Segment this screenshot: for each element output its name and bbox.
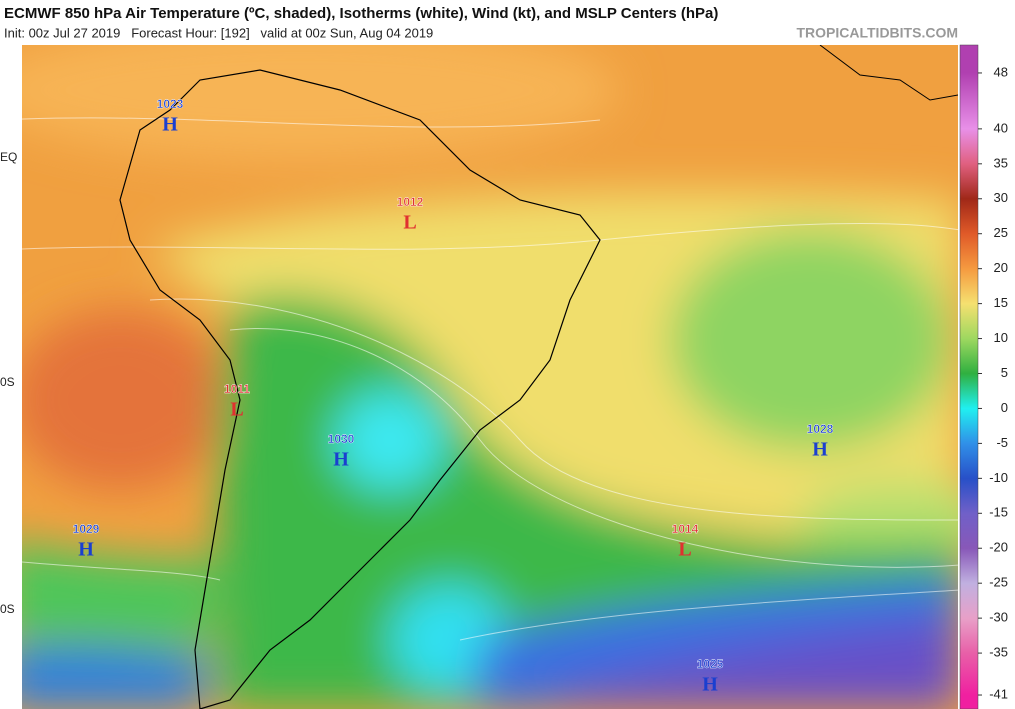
pressure-center-letter: L <box>678 539 691 561</box>
pressure-center-letter: H <box>333 449 349 471</box>
colorbar-tick-label: 25 <box>994 225 1008 240</box>
colorbar-tick-label: 20 <box>994 260 1008 275</box>
site-credit: TROPICALTIDBITS.COM <box>796 25 958 41</box>
pressure-center-letter: H <box>702 674 718 696</box>
pressure-center-letter: L <box>230 399 243 421</box>
pressure-value: 1025 <box>697 657 724 671</box>
colorbar-tick-label: 48 <box>994 64 1008 79</box>
pressure-value: 1014 <box>672 522 699 536</box>
colorbar-scale <box>959 44 979 709</box>
colorbar-tick-label: 40 <box>994 120 1008 135</box>
colorbar: 48 40 35 30 25 20 15 10 5 0 -5 -10 -15 -20 -25 -30 -35 -4… <box>959 44 1008 709</box>
pressure-value: 1023 <box>157 97 184 111</box>
pressure-center-letter: H <box>162 114 178 136</box>
pressure-value: 1012 <box>397 195 424 209</box>
subtitle: Init: 00z Jul 27 2019 Forecast Hour: [19… <box>4 25 433 40</box>
colorbar-tick-label: 30 <box>994 190 1008 205</box>
map <box>22 45 958 709</box>
colorbar-tick-label: -35 <box>989 645 1008 660</box>
pressure-value: 1028 <box>807 422 834 436</box>
pressure-center-letter: H <box>812 439 828 461</box>
latitude-label: 0S <box>0 602 15 616</box>
colorbar-tick-label: 10 <box>994 330 1008 345</box>
colorbar-tick-label: 0 <box>1001 400 1008 415</box>
colorbar-tick-label: -10 <box>989 470 1008 485</box>
colorbar-tick-label: -41 <box>989 686 1008 701</box>
colorbar-tick-label: -15 <box>989 505 1008 520</box>
title: ECMWF 850 hPa Air Temperature (ºC, shade… <box>4 5 718 22</box>
colorbar-tick-label: 35 <box>994 155 1008 170</box>
latitude-label: 0S <box>0 375 15 389</box>
pressure-center-letter: H <box>78 539 94 561</box>
pressure-value: 1030 <box>328 432 355 446</box>
colorbar-tick-label: -20 <box>989 540 1008 555</box>
colorbar-tick-label: -25 <box>989 575 1008 590</box>
pressure-value: 1011 <box>224 382 250 396</box>
pressure-value: 1029 <box>73 522 100 536</box>
colorbar-tick-label: 15 <box>994 295 1008 310</box>
pressure-center-letter: L <box>403 212 416 234</box>
colorbar-tick-label: -5 <box>996 435 1008 450</box>
colorbar-tick-label: -30 <box>989 610 1008 625</box>
colorbar-tick-label: 5 <box>1001 365 1008 380</box>
latitude-label: EQ <box>0 150 17 164</box>
